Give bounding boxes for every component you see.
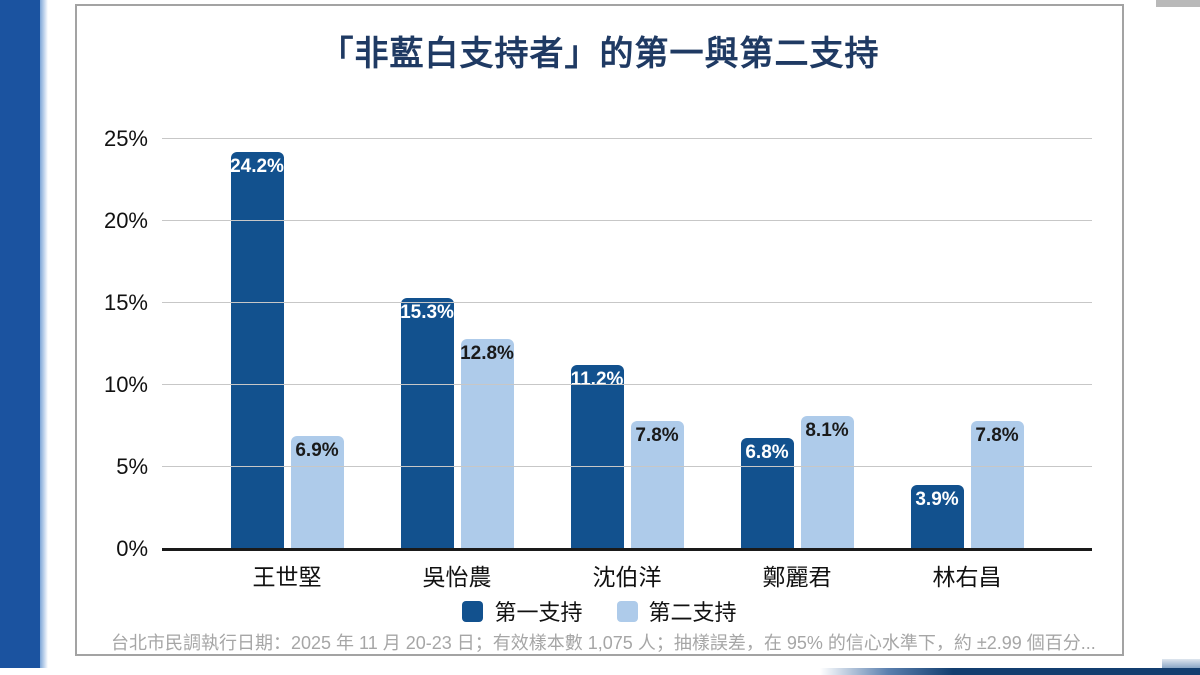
x-axis-line: [162, 548, 1092, 551]
x-axis-labels: 王世堅 吳怡農 沈伯洋 鄭麗君 林右昌: [202, 558, 1052, 592]
bar-value-label: 15.3%: [400, 302, 454, 324]
x-category-label-沈伯洋: 沈伯洋: [592, 564, 662, 590]
top-right-gray-strip-decoration: [1156, 0, 1200, 7]
legend-label: 第二支持: [648, 600, 737, 625]
bar-group-鄭麗君: 6.8% 8.1%: [712, 109, 882, 549]
bar-value-label: 6.9%: [295, 439, 339, 461]
bar-value-label: 11.2%: [570, 369, 624, 391]
bar-value-label: 6.8%: [745, 441, 789, 463]
bottom-blue-band-decoration: [820, 668, 1200, 675]
legend-item-第二支持: 第二支持: [616, 595, 737, 627]
legend-item-第一支持: 第一支持: [462, 595, 583, 627]
gridline-10%: [162, 384, 1092, 385]
legend-swatch-icon: [616, 600, 638, 622]
x-category-label-吳怡農: 吳怡農: [422, 564, 492, 590]
left-blue-strip-decoration: [0, 0, 40, 668]
bar-第一支持-吳怡農: 15.3%: [400, 298, 454, 549]
bar-group-吳怡農: 15.3% 12.8%: [372, 109, 542, 549]
left-strip-highlight-decoration: [40, 0, 48, 668]
legend-swatch-icon: [462, 600, 484, 622]
bar-value-label: 24.2%: [230, 156, 284, 178]
bar-第一支持-王世堅: 24.2%: [230, 152, 284, 549]
footnote-text: 台北市民調執行日期：2025 年 11 月 20-23 日；有效樣本數 1,07…: [111, 633, 1096, 653]
bar-第二支持-王世堅: 6.9%: [290, 435, 344, 549]
bottom-right-corner-decoration: [1162, 659, 1200, 668]
bar-value-label: 3.9%: [915, 489, 959, 510]
y-tick-label-0%: 0%: [116, 536, 148, 561]
bar-第一支持-沈伯洋: 11.2%: [570, 365, 624, 549]
bar-groups: 24.2% 6.9% 15.3% 12.8% 11.2% 7.8% 6.8% 8.1% 3.9%…: [202, 109, 1052, 549]
y-tick-label-15%: 15%: [103, 290, 148, 315]
y-tick-label-25%: 25%: [103, 126, 148, 151]
plot-area: 24.2% 6.9% 15.3% 12.8% 11.2% 7.8% 6.8% 8.1% 3.9%…: [104, 109, 1092, 561]
gridline-15%: [162, 302, 1092, 303]
bar-group-沈伯洋: 11.2% 7.8%: [542, 109, 712, 549]
x-category-label-林右昌: 林右昌: [932, 564, 1002, 590]
bar-第一支持-鄭麗君: 6.8%: [740, 437, 794, 549]
bar-第二支持-鄭麗君: 8.1%: [800, 416, 854, 549]
bar-value-label: 12.8%: [460, 343, 514, 365]
y-tick-label-5%: 5%: [116, 454, 148, 479]
y-tick-label-20%: 20%: [103, 208, 148, 233]
bar-group-林右昌: 3.9% 7.8%: [882, 109, 1052, 549]
legend-label: 第一支持: [494, 600, 583, 625]
gridline-5%: [162, 466, 1092, 467]
chart-card: 「非藍白支持者」的第一與第二支持 24.2% 6.9% 15.3% 12.8% 11.2…: [75, 4, 1124, 656]
chart-title: 「非藍白支持者」的第一與第二支持: [319, 35, 880, 73]
bar-value-label: 7.8%: [635, 425, 679, 447]
bar-第二支持-沈伯洋: 7.8%: [630, 421, 684, 549]
x-category-label-鄭麗君: 鄭麗君: [762, 564, 832, 590]
legend: 第一支持 第二支持: [77, 595, 1122, 627]
bar-第一支持-林右昌: 3.9%: [910, 485, 964, 549]
x-category-label-王世堅: 王世堅: [252, 564, 322, 590]
y-tick-label-10%: 10%: [103, 372, 148, 397]
bar-value-label: 7.8%: [975, 425, 1019, 447]
bar-value-label: 8.1%: [805, 420, 849, 442]
bar-group-王世堅: 24.2% 6.9%: [202, 109, 372, 549]
bar-第二支持-林右昌: 7.8%: [970, 421, 1024, 549]
gridline-20%: [162, 220, 1092, 221]
bar-第二支持-吳怡農: 12.8%: [460, 339, 514, 549]
gridline-25%: [162, 138, 1092, 139]
